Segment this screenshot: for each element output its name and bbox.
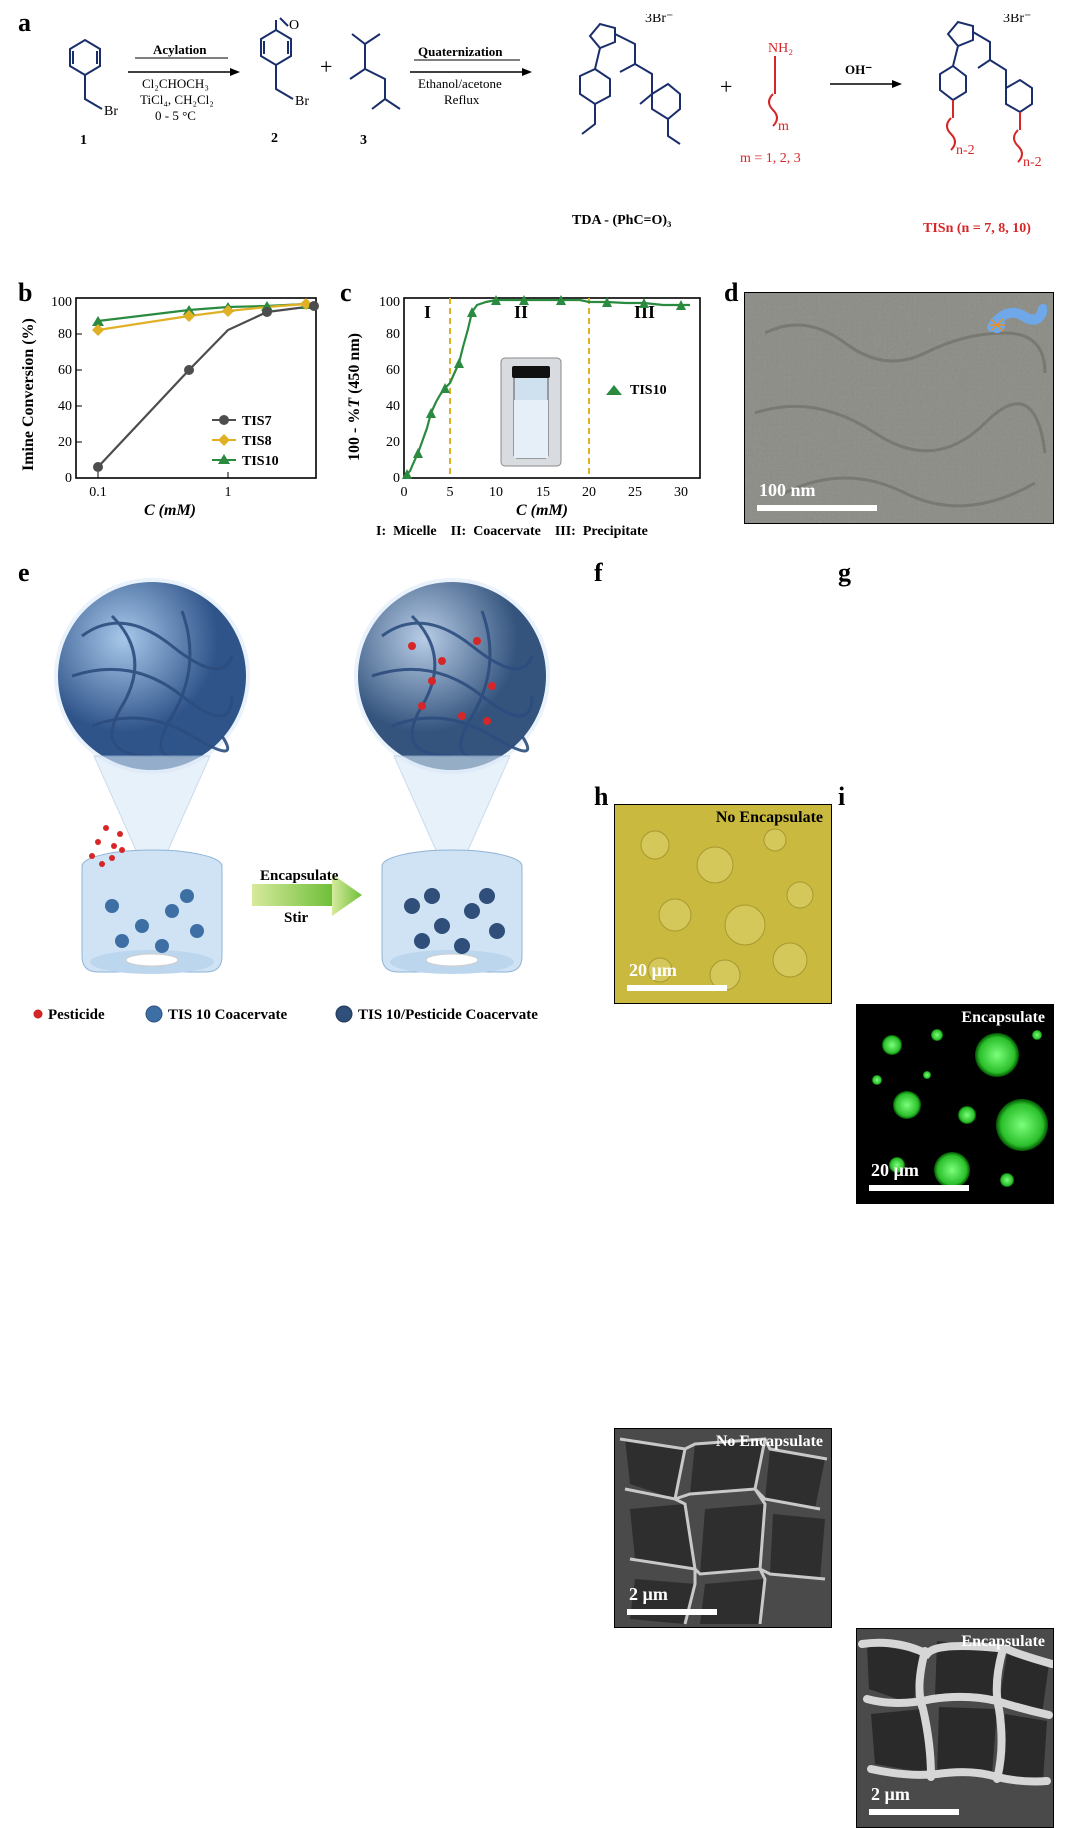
scale-bar-g bbox=[869, 1185, 969, 1191]
chart-c: 020406080100 051015202530 I II III TIS10 bbox=[346, 290, 706, 520]
compound-2: 2 bbox=[271, 131, 278, 146]
svg-text:Pesticide: Pesticide bbox=[48, 1007, 105, 1023]
step2-l1: Ethanol/acetone bbox=[418, 76, 502, 91]
plus-2: + bbox=[720, 74, 732, 99]
svg-text:40: 40 bbox=[386, 399, 400, 414]
br-label-2: Br bbox=[295, 94, 309, 109]
panel-label-d: d bbox=[724, 278, 738, 308]
step2-top: Quaternization bbox=[418, 44, 503, 59]
step1-l3: 0 - 5 °C bbox=[155, 108, 196, 123]
n2-sub-1: n-2 bbox=[956, 143, 975, 158]
scale-text-f: 20 µm bbox=[629, 960, 677, 981]
chart-c-ylabel: 100 - %T (450 nm) bbox=[346, 310, 364, 485]
svg-text:10: 10 bbox=[489, 485, 503, 500]
tda-label: TDA - (PhC=O)₃ bbox=[572, 213, 671, 228]
panel-label-i: i bbox=[838, 782, 845, 812]
svg-text:20: 20 bbox=[386, 435, 400, 450]
sem-image-i: Encapsulate 2 µm bbox=[856, 1628, 1054, 1828]
svg-text:60: 60 bbox=[58, 363, 72, 378]
vial-inset bbox=[501, 358, 561, 466]
svg-text:5: 5 bbox=[447, 485, 454, 500]
nh2-label: NH₂ bbox=[768, 41, 793, 56]
title-g: Encapsulate bbox=[961, 1009, 1045, 1027]
svg-text:15: 15 bbox=[536, 485, 550, 500]
encap-bottom: Stir bbox=[284, 910, 309, 926]
svg-text:TIS 10/Pesticide Coacervate: TIS 10/Pesticide Coacervate bbox=[358, 1007, 538, 1023]
chart-b: 0 20 40 60 80 100 0.1 1 TIS7 bbox=[24, 290, 324, 520]
sem-image-h: No Encapsulate 2 µm bbox=[614, 1428, 832, 1628]
br3-label: 3Br⁻ bbox=[645, 14, 673, 26]
compound-3: 3 bbox=[360, 133, 367, 148]
panel-label-f: f bbox=[594, 558, 603, 588]
svg-text:100: 100 bbox=[379, 295, 400, 310]
scale-bar-i bbox=[869, 1809, 959, 1815]
step2-l2: Reflux bbox=[444, 92, 480, 107]
step1-top: Acylation bbox=[153, 42, 207, 57]
chart-c-region-labels: I: Micelle II: Coacervate III: Precipita… bbox=[376, 524, 648, 540]
title-f: No Encapsulate bbox=[716, 809, 823, 827]
chart-c-xlabel: C (mM) bbox=[516, 502, 568, 520]
svg-text:TIS 10 Coacervate: TIS 10 Coacervate bbox=[168, 1007, 287, 1023]
svg-text:0: 0 bbox=[393, 471, 400, 486]
plus-1: + bbox=[320, 54, 332, 79]
scheme-a: Br 1 Acylation Cl₂CHOCH₃ TiCl₄, CH₂Cl₂ 0… bbox=[40, 14, 1060, 274]
legend-tis8: TIS8 bbox=[242, 434, 272, 449]
svg-text:0.1: 0.1 bbox=[89, 485, 107, 500]
scale-text-i: 2 µm bbox=[871, 1784, 910, 1805]
step3-top: OH⁻ bbox=[845, 62, 872, 77]
scale-bar-h bbox=[627, 1609, 717, 1615]
svg-text:40: 40 bbox=[58, 399, 72, 414]
product-label: TISn (n = 7, 8, 10) bbox=[923, 221, 1031, 236]
scale-text-g: 20 µm bbox=[871, 1160, 919, 1181]
fluorescence-image-g: Encapsulate 20 µm bbox=[856, 1004, 1054, 1204]
step1-l2: TiCl₄, CH₂Cl₂ bbox=[140, 92, 214, 107]
panel-label-g: g bbox=[838, 558, 851, 588]
legend-tis10: TIS10 bbox=[242, 454, 279, 469]
o-label-1: O bbox=[289, 18, 299, 33]
br-label-1: Br bbox=[104, 104, 118, 119]
svg-text:0: 0 bbox=[65, 471, 72, 486]
title-h: No Encapsulate bbox=[716, 1433, 823, 1451]
legend-c-tis10: TIS10 bbox=[630, 383, 667, 398]
panel-label-a: a bbox=[18, 8, 31, 38]
svg-text:80: 80 bbox=[58, 327, 72, 342]
svg-text:80: 80 bbox=[386, 327, 400, 342]
svg-text:20: 20 bbox=[58, 435, 72, 450]
n2-sub-2: n-2 bbox=[1023, 155, 1042, 170]
br3-label-2: 3Br⁻ bbox=[1003, 14, 1031, 26]
m-sub: m bbox=[778, 119, 789, 134]
optical-image-f: No Encapsulate 20 µm bbox=[614, 804, 832, 1004]
svg-text:1: 1 bbox=[225, 485, 232, 500]
svg-text:0: 0 bbox=[401, 485, 408, 500]
chart-b-xlabel: C (mM) bbox=[144, 502, 196, 520]
compound-1: 1 bbox=[80, 133, 87, 148]
tem-image-d: 100 nm bbox=[744, 292, 1054, 524]
step1-l1: Cl₂CHOCH₃ bbox=[142, 76, 209, 91]
title-i: Encapsulate bbox=[961, 1633, 1045, 1651]
scale-text-d: 100 nm bbox=[759, 480, 816, 501]
m-label: m = 1, 2, 3 bbox=[740, 151, 801, 166]
schematic-e: Encapsulate Stir bbox=[22, 566, 582, 996]
scale-bar-f bbox=[627, 985, 727, 991]
legend-tis7: TIS7 bbox=[242, 414, 272, 429]
scale-bar-d bbox=[757, 505, 877, 511]
legend-e: Pesticide TIS 10 Coacervate TIS 10/Pesti… bbox=[28, 1002, 588, 1026]
svg-text:30: 30 bbox=[674, 485, 688, 500]
svg-text:100: 100 bbox=[51, 295, 72, 310]
scale-text-h: 2 µm bbox=[629, 1584, 668, 1605]
svg-text:25: 25 bbox=[628, 485, 642, 500]
worm-cartoon-icon bbox=[987, 297, 1047, 337]
region-I: I bbox=[424, 302, 431, 322]
chart-b-ylabel: Imine Conversion (%) bbox=[20, 310, 38, 480]
svg-text:60: 60 bbox=[386, 363, 400, 378]
panel-label-h: h bbox=[594, 782, 608, 812]
encap-top: Encapsulate bbox=[260, 868, 339, 884]
svg-text:20: 20 bbox=[582, 485, 596, 500]
